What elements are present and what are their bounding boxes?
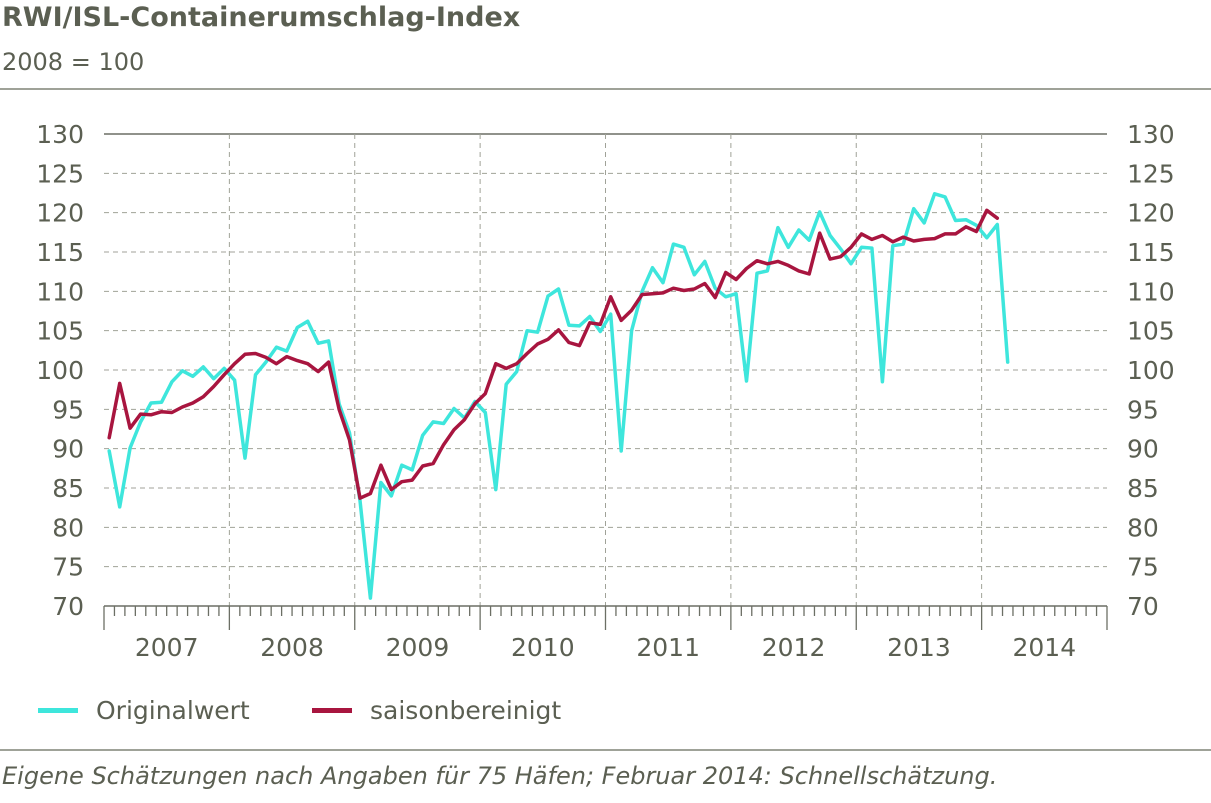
y-tick-label-left: 130 [36, 120, 84, 149]
x-tick-label: 2009 [386, 633, 450, 662]
x-tick-label: 2014 [1013, 633, 1077, 662]
legend-swatch-adjusted [312, 708, 352, 713]
chart-title: RWI/ISL-Containerumschlag-Index [2, 2, 521, 33]
y-tick-label-right: 115 [1127, 238, 1175, 267]
legend-item-original: Originalwert [38, 696, 250, 725]
header-divider [0, 88, 1211, 90]
legend-label-original: Originalwert [96, 696, 250, 725]
y-tick-label-right: 120 [1127, 199, 1175, 228]
footnote: Eigene Schätzungen nach Angaben für 75 H… [2, 762, 998, 790]
series-line-original [107, 192, 1010, 600]
y-tick-label-left: 125 [36, 159, 84, 188]
legend-label-adjusted: saisonbereinigt [370, 696, 562, 725]
y-tick-label-right: 125 [1127, 159, 1175, 188]
y-tick-label-right: 130 [1127, 120, 1175, 149]
legend-item-adjusted: saisonbereinigt [312, 696, 561, 725]
series-line-adjusted [107, 208, 1000, 500]
x-tick-label: 2010 [511, 633, 575, 662]
x-tick-label: 2013 [887, 633, 951, 662]
legend-swatch-original [38, 708, 78, 713]
y-tick-label-right: 95 [1127, 395, 1159, 424]
y-tick-label-right: 105 [1127, 317, 1175, 346]
y-tick-label-right: 80 [1127, 513, 1159, 542]
y-tick-label-left: 80 [52, 513, 84, 542]
y-tick-label-right: 100 [1127, 356, 1175, 385]
y-tick-label-left: 90 [52, 435, 84, 464]
chart-subtitle: 2008 = 100 [2, 48, 145, 76]
x-tick-label: 2011 [636, 633, 700, 662]
y-tick-label-left: 120 [36, 199, 84, 228]
y-tick-label-left: 100 [36, 356, 84, 385]
y-tick-label-left: 115 [36, 238, 84, 267]
y-tick-label-right: 110 [1127, 277, 1175, 306]
y-tick-label-right: 90 [1127, 435, 1159, 464]
footer-divider [0, 749, 1211, 751]
y-tick-label-left: 105 [36, 317, 84, 346]
y-tick-label-right: 70 [1127, 592, 1159, 621]
y-tick-label-left: 110 [36, 277, 84, 306]
y-tick-label-left: 85 [52, 474, 84, 503]
x-tick-label: 2007 [135, 633, 199, 662]
line-chart: 70 70 75 75 80 80 85 85 90 90 95 95 100 100 105 105 110 1… [36, 120, 1175, 662]
y-tick-label-right: 85 [1127, 474, 1159, 503]
x-tick-label: 2008 [260, 633, 324, 662]
x-tick-label: 2012 [762, 633, 826, 662]
y-tick-label-left: 95 [52, 395, 84, 424]
y-tick-label-left: 75 [52, 553, 84, 582]
y-tick-label-left: 70 [52, 592, 84, 621]
y-tick-label-right: 75 [1127, 553, 1159, 582]
